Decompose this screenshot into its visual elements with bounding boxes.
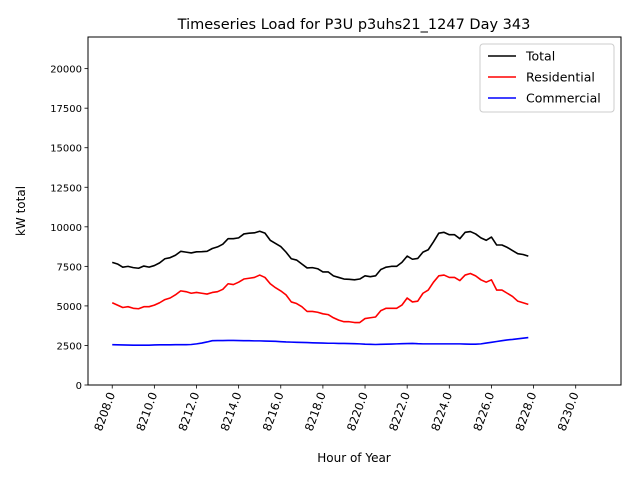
series-line-residential (111, 272, 529, 324)
y-tick-label: 12500 (50, 183, 82, 194)
plot-frame (87, 36, 622, 386)
x-tick-label: 8228.0 (512, 390, 539, 433)
x-tick-label: 8230.0 (555, 390, 582, 433)
legend-label-commercial: Commercial (526, 91, 601, 106)
y-tick-label: 10000 (50, 223, 82, 234)
x-axis-label: Hour of Year (317, 451, 391, 465)
y-tick-label: 7500 (57, 262, 82, 273)
x-tick-label: 8210.0 (133, 390, 160, 433)
y-tick-label: 15000 (50, 144, 82, 155)
series-line-commercial (112, 336, 529, 346)
x-tick-label: 8214.0 (218, 390, 245, 433)
x-tick-label: 8212.0 (175, 390, 202, 433)
y-tick-label: 20000 (50, 65, 82, 76)
x-tick-label: 8222.0 (386, 390, 413, 433)
legend-box (479, 43, 615, 113)
x-axis-ticks: 8208.0 8210.0 8212.0 8214.0 8216.0 8218.0 8220… (91, 385, 582, 433)
series-lines (111, 230, 529, 346)
y-tick-label: 5000 (57, 302, 82, 313)
x-tick-label: 8220.0 (344, 390, 371, 433)
series-line-total (111, 230, 529, 281)
legend-label-residential: Residential (526, 70, 595, 85)
x-tick-label: 8218.0 (302, 390, 329, 433)
y-tick-label: 17500 (50, 104, 82, 115)
y-tick-label: 0 (76, 381, 82, 392)
y-axis-ticks: 0 2500 5000 7500 10000 12500 15000 17500 20000 (50, 65, 88, 392)
x-tick-label: 8226.0 (470, 390, 497, 433)
y-axis-label: kW total (14, 186, 28, 236)
x-tick-label: 8216.0 (260, 390, 287, 433)
chart-title: Timeseries Load for P3U p3uhs21_1247 Day… (177, 17, 531, 33)
y-tick-label: 2500 (57, 341, 82, 352)
legend: Total Residential Commercial (479, 43, 615, 113)
x-tick-label: 8208.0 (91, 390, 118, 433)
x-tick-label: 8224.0 (428, 390, 455, 433)
legend-label-total: Total (525, 49, 555, 64)
